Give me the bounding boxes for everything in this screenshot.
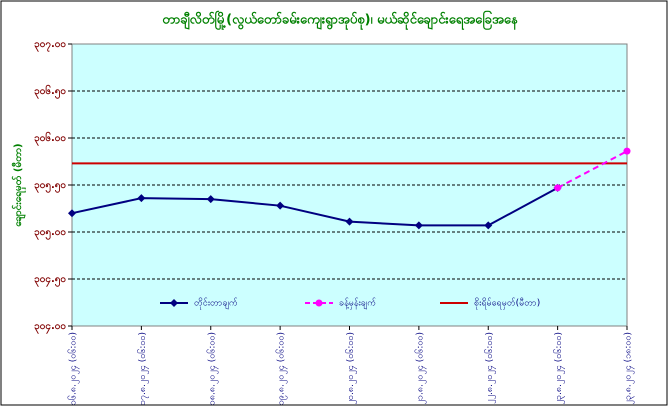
y-tick-label: ၃၀၅.၅၀ [34, 180, 66, 194]
point [414, 221, 423, 230]
x-tick-label: ၂၃.၈.၂၀၂၄ (၀၆:၀၀) [553, 332, 565, 404]
legend-label: တိုင်းတာချက် [194, 298, 238, 310]
x-tick-label: ၂၀.၈.၂၀၂၄ (၀၆:၀၀) [345, 332, 357, 404]
y-tick-label: ၃၀၄.၀၀ [34, 321, 66, 335]
y-axis-title: ချောင်းရေမှတ် (မီတာ) [11, 143, 27, 226]
legend-label: စိုးရိမ်ရေမှတ်(မီတာ) [474, 298, 540, 310]
point [137, 194, 146, 203]
y-tick-label: ၃၀၄.၅၀ [34, 274, 66, 288]
chart-title: တာချီလိတ်မြို့(လွယ်တော်ခမ်းကျေးရွာအုပ်စု… [162, 10, 519, 31]
point [623, 147, 631, 155]
legend-marker [170, 299, 178, 307]
legend-marker [315, 299, 323, 307]
point [276, 201, 285, 210]
point [554, 184, 562, 192]
y-tick-label: ၃၀၅.၀၀ [34, 227, 66, 241]
y-tick-label: ၃၀၇.၀၀ [34, 39, 66, 53]
x-tick-label: ၁၆.၈.၂၀၂၄ (၀၆:၀၀) [68, 332, 80, 405]
y-tick-label: ၃၀၆.၀၀ [34, 131, 66, 147]
point [484, 221, 493, 230]
point [345, 217, 354, 226]
x-tick-label: ၁၇.၈.၂၀၂၄ (၀၆:၀၀) [137, 332, 149, 405]
point [68, 209, 76, 218]
point [206, 195, 215, 204]
x-tick-label: ၁၈.၈.၂၀၂၄ (၀၆:၀၀) [206, 332, 218, 405]
x-tick-label: ၂၃.၈.၂၀၂၄ (၁၈:၀၀) [624, 332, 635, 405]
x-tick-label: ၁၉.၈.၂၀၂၄ (၀၆:၀၀) [276, 332, 288, 405]
x-tick-label: ၂၁.၈.၂၀၂၄ (၀၆:၀၀) [414, 332, 426, 404]
x-tick-label: ၂၂.၈.၂၀၂၄ (၀၆:၀၀) [484, 332, 496, 404]
series-line [557, 150, 628, 189]
series-line [71, 186, 559, 227]
legend-label: ခန့်မှန်းချက် [339, 298, 377, 310]
y-tick-label: ၃၀၆.၅၀ [34, 84, 66, 100]
